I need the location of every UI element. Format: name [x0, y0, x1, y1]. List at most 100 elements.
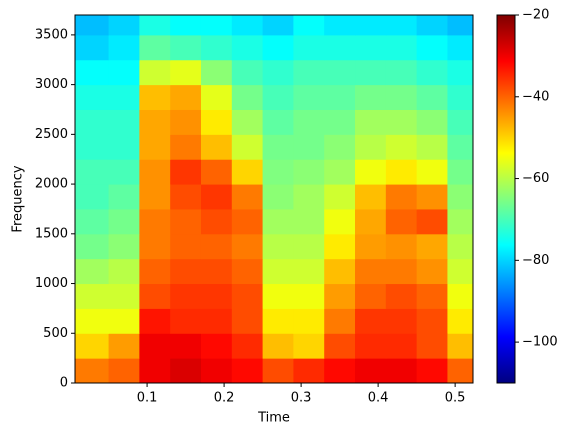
heat-cell: [108, 258, 140, 285]
heat-cell: [200, 308, 233, 334]
y-tick-label: 1500: [35, 226, 68, 241]
heat-cell: [200, 84, 233, 110]
heat-cell: [139, 333, 171, 359]
heat-cell: [231, 134, 264, 160]
heat-cell: [170, 283, 202, 309]
colorbar-tick-label: −80: [522, 253, 549, 268]
heat-cell: [231, 84, 264, 110]
heat-cell: [385, 358, 418, 384]
heat-cell: [293, 134, 325, 160]
heat-cell: [262, 358, 294, 384]
heat-cell: [355, 34, 387, 61]
heat-cell: [262, 184, 294, 210]
heat-cell: [324, 84, 356, 110]
heat-cell: [447, 84, 474, 110]
heat-cell: [355, 134, 387, 160]
colorbar-tick-label: −100: [522, 335, 558, 350]
heat-cell: [262, 159, 294, 185]
heat-cell: [262, 84, 294, 110]
heat-cell: [416, 184, 448, 210]
heat-cell: [231, 109, 264, 135]
heat-cell: [416, 59, 448, 86]
heat-cell: [200, 15, 233, 36]
heat-cell: [139, 208, 171, 235]
heat-cell: [75, 358, 110, 384]
heat-cell: [293, 184, 325, 210]
heat-cell: [262, 34, 294, 61]
heat-cell: [385, 333, 418, 359]
heat-cell: [293, 308, 325, 334]
heat-cell: [293, 208, 325, 235]
heat-cell: [75, 283, 110, 309]
heat-cell: [139, 258, 171, 285]
heat-cell: [139, 34, 171, 61]
heat-cell: [262, 333, 294, 359]
heat-cell: [355, 233, 387, 260]
plot-frame: [74, 14, 474, 384]
heat-cell: [170, 333, 202, 359]
heat-cell: [447, 109, 474, 135]
heat-cell: [447, 283, 474, 309]
heat-cell: [75, 159, 110, 185]
heat-cell: [108, 109, 140, 135]
heat-cell: [355, 308, 387, 334]
heat-cell: [200, 159, 233, 185]
heat-cell: [416, 333, 448, 359]
y-tick-label: 500: [43, 326, 68, 341]
heat-cell: [385, 15, 418, 36]
x-tick-label: 0.1: [137, 391, 158, 406]
heat-cell: [262, 134, 294, 160]
heat-cell: [108, 283, 140, 309]
heat-cell: [262, 59, 294, 86]
heat-cell: [355, 358, 387, 384]
heat-cell: [293, 283, 325, 309]
heat-cell: [385, 208, 418, 235]
heat-cell: [231, 34, 264, 61]
heat-cell: [139, 134, 171, 160]
heat-cell: [170, 184, 202, 210]
heat-cell: [262, 109, 294, 135]
heat-cell: [385, 283, 418, 309]
heat-cell: [108, 184, 140, 210]
heat-cell: [416, 109, 448, 135]
heat-cell: [170, 109, 202, 135]
heat-cell: [139, 109, 171, 135]
heat-cell: [170, 15, 202, 36]
heat-cell: [200, 358, 233, 384]
heat-cell: [293, 233, 325, 260]
heat-cell: [108, 208, 140, 235]
heat-cell: [200, 283, 233, 309]
heat-cell: [262, 208, 294, 235]
heat-cell: [447, 15, 474, 36]
y-tick-label: 2000: [35, 177, 68, 192]
heat-cell: [355, 258, 387, 285]
heat-cell: [385, 233, 418, 260]
heat-cell: [355, 84, 387, 110]
heat-cell: [355, 159, 387, 185]
heat-cell: [447, 308, 474, 334]
heat-cell: [170, 134, 202, 160]
heat-cell: [447, 258, 474, 285]
y-tick-label: 3500: [35, 27, 68, 42]
heat-cell: [170, 59, 202, 86]
heat-cell: [416, 308, 448, 334]
heat-cell: [324, 34, 356, 61]
heat-cell: [293, 34, 325, 61]
heat-cell: [447, 233, 474, 260]
colorbar: [496, 14, 516, 384]
heat-cell: [231, 15, 264, 36]
heat-cell: [324, 184, 356, 210]
heat-cell: [262, 15, 294, 36]
heat-cell: [200, 333, 233, 359]
heat-cell: [416, 208, 448, 235]
heat-cell: [262, 233, 294, 260]
heat-cell: [75, 109, 110, 135]
heat-cell: [355, 333, 387, 359]
heat-cell: [231, 208, 264, 235]
heat-cell: [75, 134, 110, 160]
heat-cell: [108, 84, 140, 110]
heat-cell: [416, 84, 448, 110]
y-tick-label: 1000: [35, 276, 68, 291]
heat-cell: [75, 333, 110, 359]
heat-cell: [293, 159, 325, 185]
